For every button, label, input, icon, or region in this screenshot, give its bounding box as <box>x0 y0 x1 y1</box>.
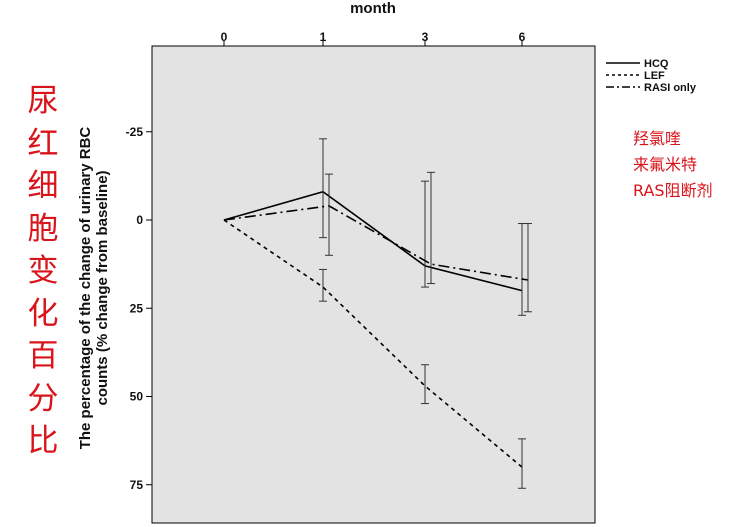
error-bar <box>518 438 526 489</box>
x-tick-label: 6 <box>519 30 526 44</box>
error-bar <box>319 268 327 302</box>
series-layer <box>223 138 532 489</box>
annotation-rasi-cn: RAS阻断剂 <box>633 181 713 200</box>
y-axis: -25 0 25 50 75 <box>126 125 152 492</box>
annotation-lef-cn: 来氟米特 <box>633 155 698 174</box>
plot-area <box>151 45 596 524</box>
legend-label: LEF <box>644 70 665 82</box>
error-bar <box>524 223 532 313</box>
annotation-hcq-cn: 羟氯喹 <box>633 129 682 148</box>
x-axis-title: month <box>350 0 396 17</box>
legend-label: HCQ <box>644 58 669 70</box>
annotation-char: 比 <box>27 423 59 459</box>
error-bar <box>421 180 429 288</box>
legend-label: RASI only <box>644 82 697 94</box>
x-tick-label: 1 <box>320 30 327 44</box>
y-tick-label: 75 <box>130 478 144 492</box>
annotation-char: 细 <box>27 168 59 204</box>
annotation-char: 尿 <box>27 83 59 119</box>
x-tick-label: 0 <box>221 30 228 44</box>
annotation-char: 变 <box>27 253 59 289</box>
error-bar <box>427 171 435 285</box>
y-tick-label: 25 <box>130 301 144 315</box>
error-bar <box>421 364 429 405</box>
annotation-char: 分 <box>27 380 59 417</box>
left-chinese-annotation: 尿 红 细 胞 变 化 百 分 比 <box>20 80 66 463</box>
annotation-char: 化 <box>27 295 59 332</box>
y-tick-label: 50 <box>130 390 144 404</box>
right-chinese-legend: 羟氯喹 来氟米特 RAS阻断剂 <box>633 126 713 204</box>
series-line-hcq <box>223 190 523 292</box>
error-bar <box>325 173 333 256</box>
y-tick-label: 0 <box>136 213 143 227</box>
error-bar <box>319 138 327 239</box>
series-line-lef <box>223 219 523 468</box>
annotation-char: 胞 <box>27 210 59 247</box>
y-axis-title-line2: counts (% change from baseline) <box>94 170 111 405</box>
series-line-rasi-only <box>223 205 529 281</box>
y-axis-title-line1: The percentage of the change of urinary … <box>77 127 94 450</box>
x-tick-label: 3 <box>422 30 429 44</box>
annotation-char: 百 <box>27 338 59 374</box>
y-tick-label: -25 <box>126 125 144 139</box>
x-axis: 0 1 3 6 <box>221 30 526 46</box>
annotation-char: 红 <box>27 125 59 162</box>
